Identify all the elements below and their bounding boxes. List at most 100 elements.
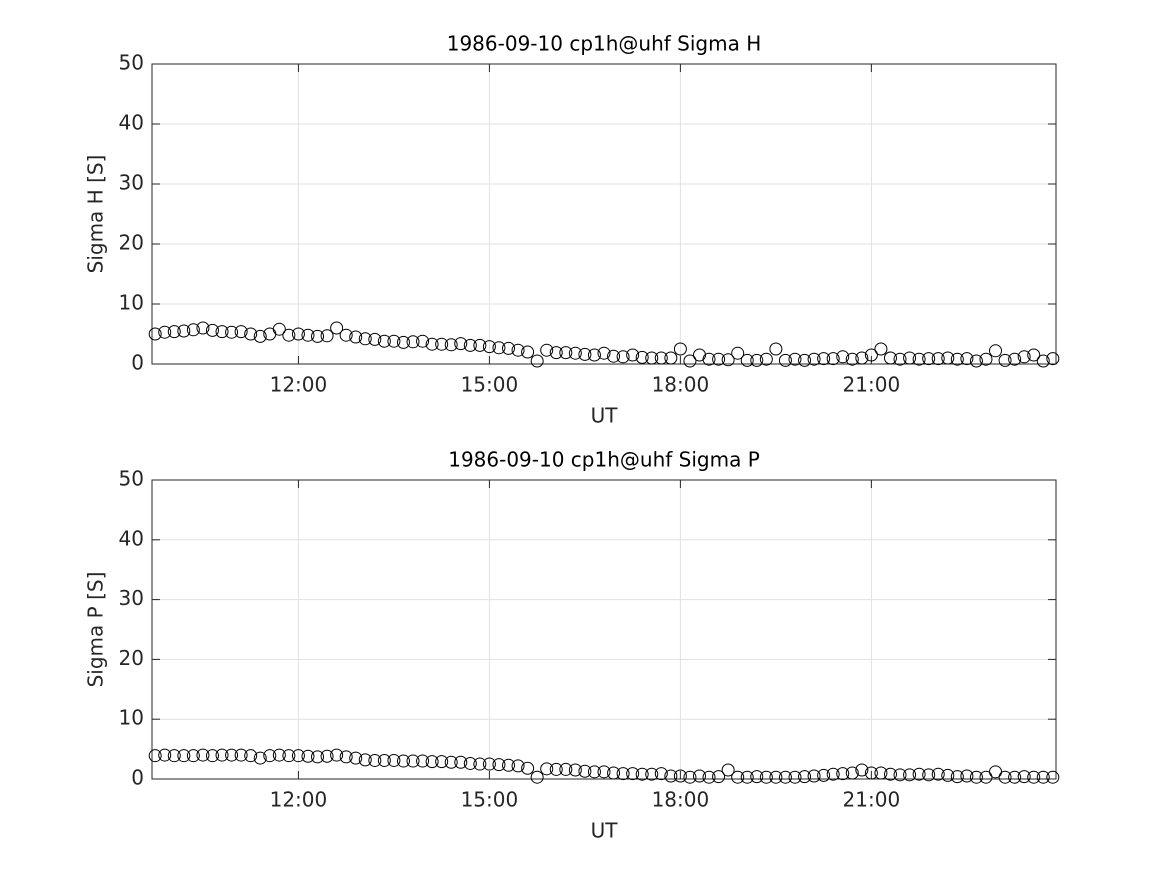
data-point — [817, 768, 831, 782]
data-point — [769, 770, 783, 784]
data-point — [244, 327, 258, 341]
data-point — [282, 328, 296, 342]
data-point — [683, 354, 697, 368]
data-point — [931, 352, 945, 366]
data-point — [626, 767, 640, 781]
chart-title: 1986-09-10 cp1h@uhf Sigma H — [447, 32, 762, 56]
data-point — [1046, 770, 1060, 784]
data-point — [769, 342, 783, 356]
data-point — [435, 337, 449, 351]
y-axis-label: Sigma P [S] — [84, 572, 108, 688]
y-axis-label: Sigma H [S] — [84, 155, 108, 274]
data-point — [473, 338, 487, 352]
data-point — [1017, 350, 1031, 364]
data-point — [654, 351, 668, 365]
data-point — [387, 753, 401, 767]
data-point — [1027, 770, 1041, 784]
data-point — [635, 350, 649, 364]
data-point — [616, 767, 630, 781]
data-point — [578, 764, 592, 778]
data-point — [330, 321, 344, 335]
data-point — [616, 350, 630, 364]
data-point — [444, 755, 458, 769]
data-point — [358, 332, 372, 346]
data-point — [692, 769, 706, 783]
data-point — [721, 763, 735, 777]
data-point — [931, 767, 945, 781]
data-point — [788, 770, 802, 784]
data-point — [712, 770, 726, 784]
data-point — [798, 353, 812, 367]
data-point — [807, 769, 821, 783]
x-axis-label: UT — [591, 819, 619, 843]
data-point — [339, 328, 353, 342]
data-point — [253, 329, 267, 343]
data-point — [864, 766, 878, 780]
data-point — [941, 351, 955, 365]
data-point — [855, 351, 869, 365]
data-point — [186, 749, 200, 763]
data-point — [435, 755, 449, 769]
data-point — [750, 770, 764, 784]
x-axis-label: UT — [591, 404, 619, 428]
data-point — [1008, 770, 1022, 784]
data-point — [502, 758, 516, 772]
data-point — [559, 762, 573, 776]
x-tick-label: 18:00 — [652, 373, 710, 397]
data-point — [836, 350, 850, 364]
data-point — [244, 749, 258, 763]
data-point — [587, 348, 601, 362]
data-point — [836, 767, 850, 781]
data-point — [482, 340, 496, 354]
y-tick-label: 50 — [119, 467, 144, 491]
data-point — [473, 757, 487, 771]
data-point — [960, 352, 974, 366]
data-point — [941, 768, 955, 782]
data-point — [540, 762, 554, 776]
data-point — [234, 325, 248, 339]
data-point — [731, 770, 745, 784]
data-point — [530, 770, 544, 784]
data-point — [205, 323, 219, 337]
data-point — [778, 353, 792, 367]
y-tick-label: 20 — [119, 231, 144, 255]
data-point — [387, 334, 401, 348]
y-tick-label: 10 — [119, 706, 144, 730]
data-point — [358, 753, 372, 767]
y-tick-label: 0 — [131, 766, 144, 790]
data-point — [521, 345, 535, 359]
data-point — [712, 352, 726, 366]
data-point — [607, 766, 621, 780]
data-point — [339, 750, 353, 764]
data-point — [463, 756, 477, 770]
data-point — [864, 348, 878, 362]
data-point — [759, 352, 773, 366]
data-point — [673, 769, 687, 783]
data-point — [425, 337, 439, 351]
data-point — [979, 352, 993, 366]
data-point — [377, 753, 391, 767]
plot-frame — [151, 479, 1057, 780]
data-point — [196, 748, 210, 762]
data-point — [826, 767, 840, 781]
data-point — [568, 763, 582, 777]
data-point — [225, 325, 239, 339]
data-point — [578, 347, 592, 361]
data-point — [845, 766, 859, 780]
data-point — [215, 748, 229, 762]
data-point — [492, 758, 506, 772]
data-point — [196, 321, 210, 335]
y-tick-label: 30 — [119, 171, 144, 195]
data-point — [177, 324, 191, 338]
data-point — [664, 769, 678, 783]
plot-frame — [151, 63, 1057, 365]
data-point — [396, 754, 410, 768]
data-point — [778, 770, 792, 784]
data-point — [874, 342, 888, 356]
data-point — [645, 351, 659, 365]
data-point — [922, 768, 936, 782]
data-point — [969, 354, 983, 368]
chart-title: 1986-09-10 cp1h@uhf Sigma P — [448, 448, 760, 472]
data-point — [301, 749, 315, 763]
